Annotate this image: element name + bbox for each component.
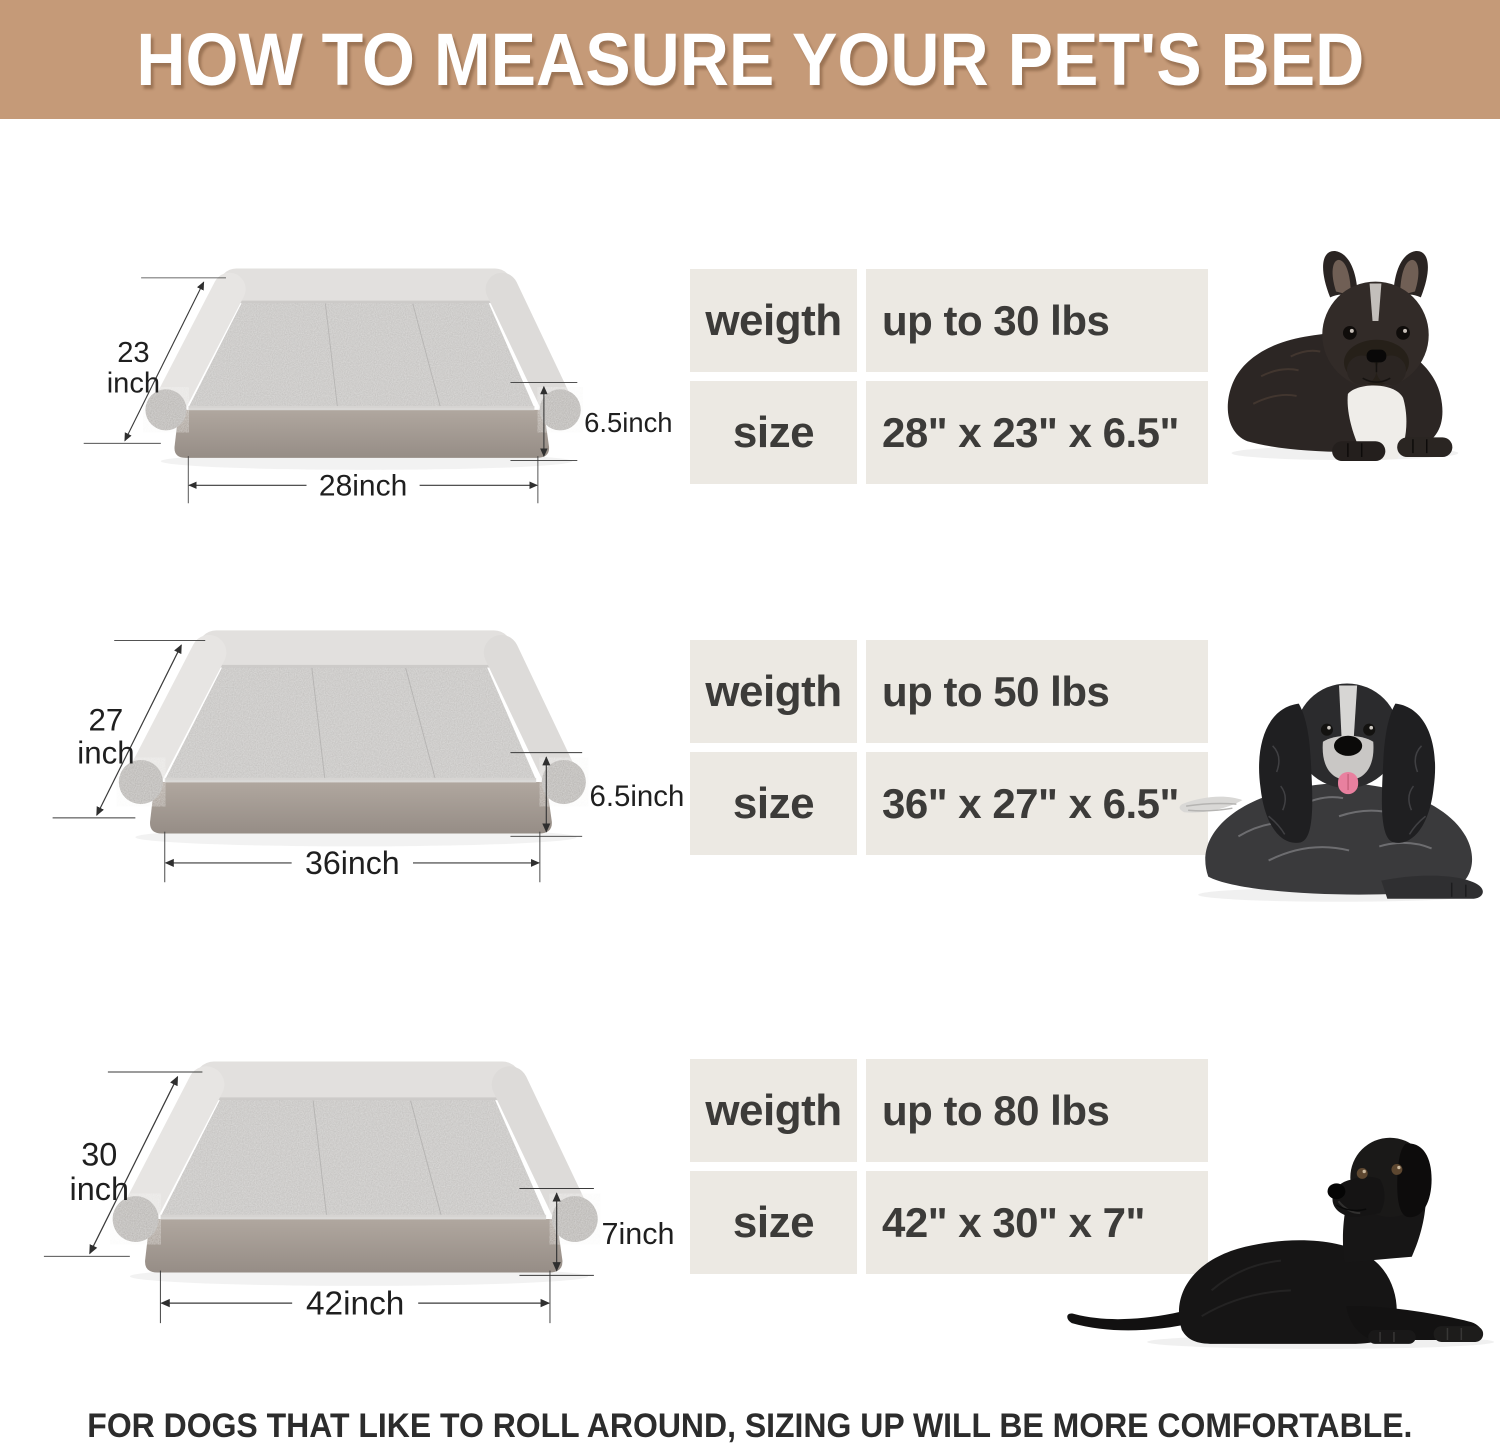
size-label: size <box>732 407 815 457</box>
spec-table-medium: weigth up to 50 lbs size 36" x 27" x 6.5… <box>690 640 1208 855</box>
width-label: 28inch <box>319 470 407 503</box>
dimension-annotations <box>43 1071 594 1324</box>
depth-value-label: 30 <box>81 1137 117 1173</box>
size-value: 28" x 23" x 6.5" <box>882 408 1179 456</box>
french-bulldog-illustration <box>1227 250 1459 461</box>
footer-note: FOR DOGS THAT LIKE TO ROLL AROUND, SIZIN… <box>87 1407 1413 1445</box>
height-label: 6.5inch <box>584 407 672 438</box>
depth-unit-label: inch <box>77 736 134 771</box>
depth-unit-label: inch <box>70 1171 130 1207</box>
dog-photo-black-labrador <box>1067 1137 1495 1349</box>
bed-diagram-large: 30 inch 7inch 42inch <box>43 1061 675 1324</box>
size-value-cell: 42" x 30" x 7" <box>866 1171 1208 1274</box>
dimension-annotations <box>52 639 583 883</box>
dimension-annotations <box>83 277 578 504</box>
depth-unit-label: inch <box>107 368 160 400</box>
black-labrador-illustration <box>1067 1137 1495 1349</box>
size-label: size <box>732 778 815 828</box>
size-value: 42" x 30" x 7" <box>882 1198 1145 1246</box>
height-label: 7inch <box>602 1217 675 1251</box>
width-label: 42inch <box>306 1286 404 1323</box>
weight-value-cell: up to 80 lbs <box>866 1059 1208 1162</box>
bed-diagram-medium: 27 inch 6.5inch 36inch <box>52 630 685 883</box>
weight-label: weigth <box>705 1085 842 1135</box>
size-value-cell: 28" x 23" x 6.5" <box>866 381 1208 484</box>
spec-table-small: weigth up to 30 lbs size 28" x 23" x 6.5… <box>690 269 1208 484</box>
weight-value: up to 80 lbs <box>882 1086 1110 1134</box>
weight-label-cell: weigth <box>690 640 857 743</box>
height-label: 6.5inch <box>590 780 685 813</box>
dog-photo-french-bulldog <box>1227 250 1459 461</box>
spec-table-large: weigth up to 80 lbs size 42" x 30" x 7" <box>690 1059 1208 1274</box>
weight-value: up to 30 lbs <box>882 296 1110 344</box>
width-label: 36inch <box>305 845 400 881</box>
size-label: size <box>732 1197 815 1247</box>
weight-value-cell: up to 50 lbs <box>866 640 1208 743</box>
size-label-cell: size <box>690 1171 857 1274</box>
size-value-cell: 36" x 27" x 6.5" <box>866 752 1208 855</box>
depth-value-label: 23 <box>117 337 149 369</box>
header-banner: HOW TO MEASURE YOUR PET'S BED <box>0 0 1500 119</box>
size-value: 36" x 27" x 6.5" <box>882 779 1179 827</box>
weight-value-cell: up to 30 lbs <box>866 269 1208 372</box>
weight-value: up to 50 lbs <box>882 667 1110 715</box>
weight-label-cell: weigth <box>690 269 857 372</box>
size-label-cell: size <box>690 381 857 484</box>
bed-illustration <box>112 1061 598 1286</box>
depth-value-label: 27 <box>89 703 124 738</box>
page-title: HOW TO MEASURE YOUR PET'S BED <box>136 18 1364 101</box>
weight-label: weigth <box>705 666 842 716</box>
bed-diagram-small: 23 inch 6.5inch 28inch <box>83 268 673 504</box>
footer-note-bar: FOR DOGS THAT LIKE TO ROLL AROUND, SIZIN… <box>0 1407 1500 1446</box>
weight-label-cell: weigth <box>690 1059 857 1162</box>
bed-illustration <box>145 268 581 470</box>
bed-illustration <box>118 630 586 847</box>
weight-label: weigth <box>705 295 842 345</box>
size-label-cell: size <box>690 752 857 855</box>
cocker-spaniel-illustration <box>1179 683 1483 902</box>
dog-photo-cocker-spaniel <box>1179 683 1483 902</box>
